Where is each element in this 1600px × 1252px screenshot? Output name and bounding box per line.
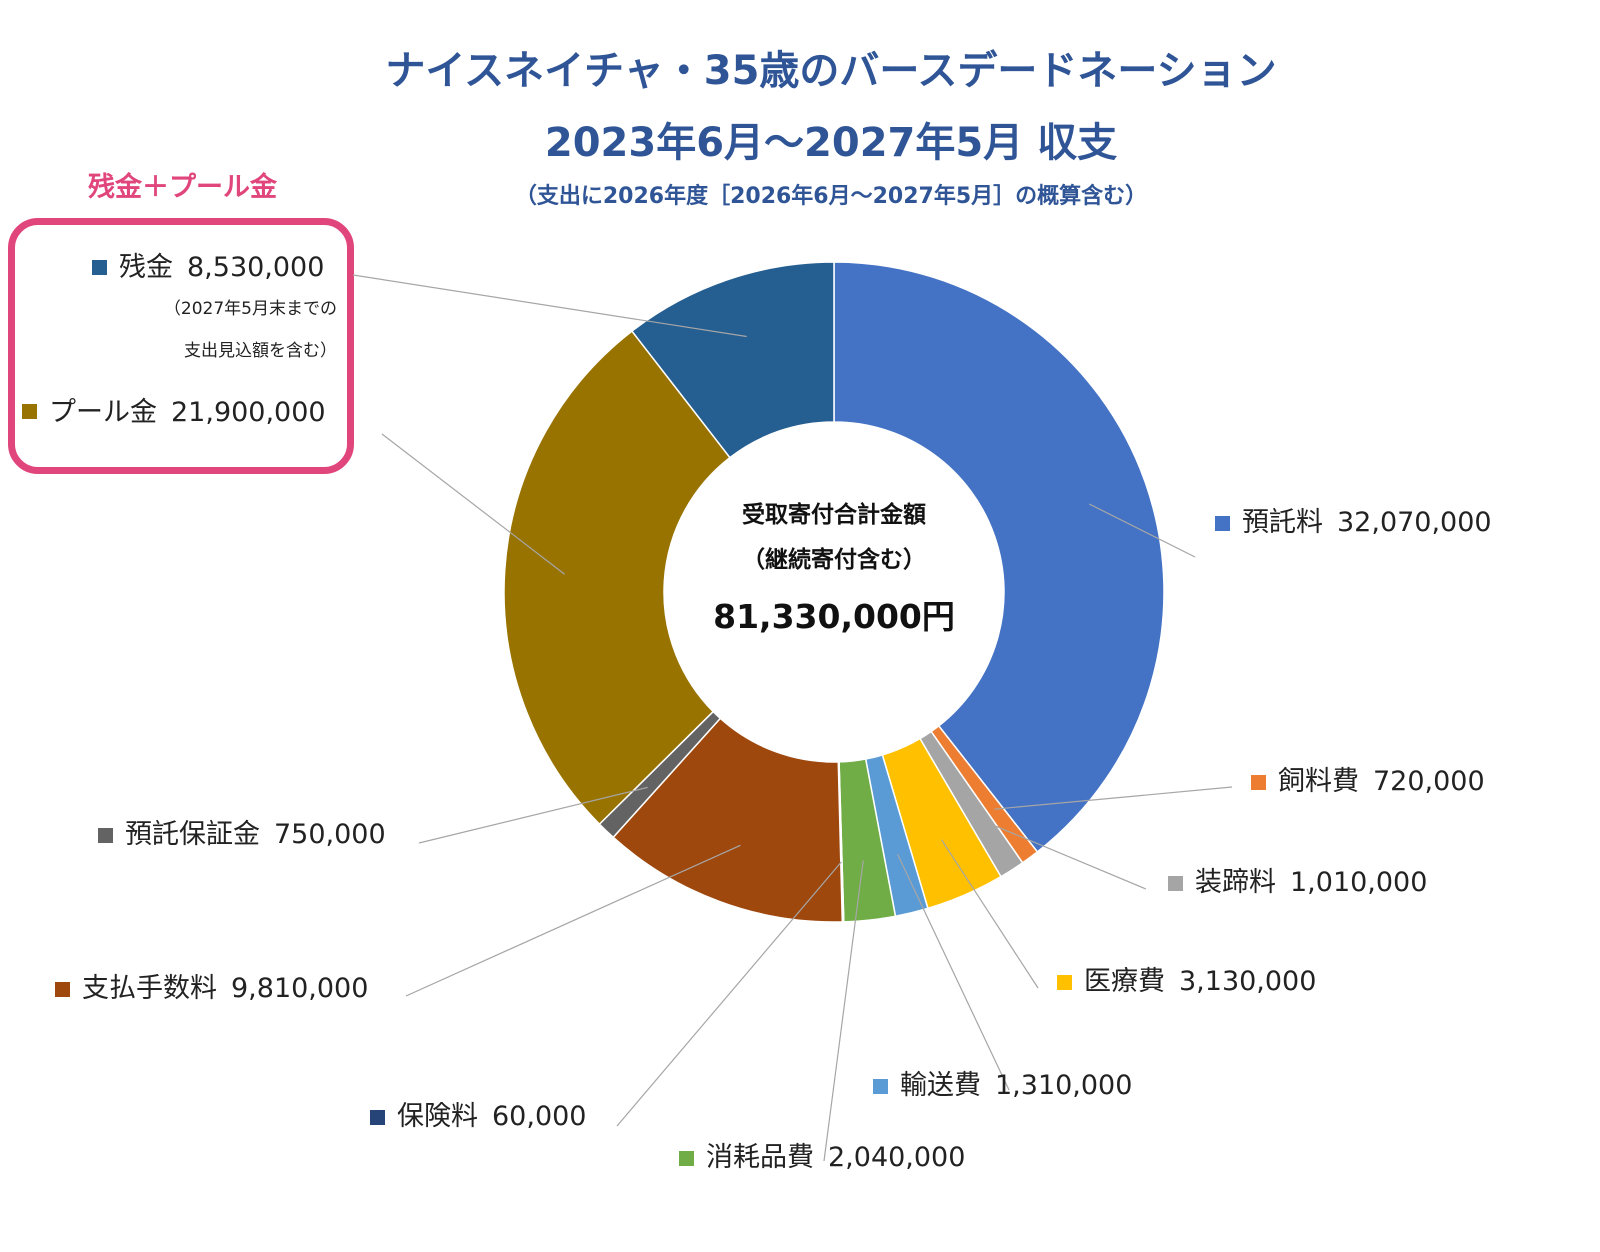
slice-labels: 預託料 32,070,000 飼料費 720,000 装蹄料 1,010,000 医療費 3,… — [22, 252, 1492, 1173]
leader-line-9 — [418, 786, 648, 844]
legend-marker-7 — [370, 1110, 385, 1125]
remaining-note-line2: 支出見込額を含む） — [184, 341, 337, 361]
center-label-line1: 受取寄付合計金額 — [742, 501, 926, 528]
slice-category-8: 支払手数料 — [82, 973, 217, 1004]
legend-marker-2 — [1251, 775, 1266, 790]
legend-marker-5 — [873, 1079, 888, 1094]
leader-line-5 — [897, 854, 1010, 1091]
legend-marker-6 — [679, 1151, 694, 1166]
legend-marker-11 — [92, 260, 107, 275]
legend-marker-1 — [1215, 516, 1230, 531]
slice-value-3: 1,010,000 — [1290, 867, 1427, 898]
slice-category-2: 飼料費 — [1278, 766, 1359, 797]
slice-label-5: 輸送費 1,310,000 — [900, 1070, 1132, 1101]
leader-line-3 — [979, 818, 1147, 890]
slice-label-3: 装蹄料 1,010,000 — [1195, 867, 1427, 898]
donut-slices — [503, 261, 1165, 923]
leader-line-8 — [405, 844, 741, 997]
slice-category-11: 残金 — [119, 252, 173, 283]
remaining-note-line1: （2027年5月末までの — [164, 299, 337, 319]
slice-label-9: 預託保証金 750,000 — [125, 819, 386, 850]
leader-line-7 — [616, 861, 842, 1127]
slice-category-1: 預託料 — [1242, 507, 1323, 538]
slice-8 — [612, 717, 844, 923]
slice-label-7: 保険料 60,000 — [397, 1101, 586, 1132]
slice-11 — [630, 261, 835, 459]
slice-label-6: 消耗品費 2,040,000 — [706, 1142, 965, 1173]
slice-category-9: 預託保証金 — [125, 819, 260, 850]
slice-value-2: 720,000 — [1373, 766, 1485, 797]
leader-line-11 — [352, 274, 747, 338]
legend-marker-9 — [98, 828, 113, 843]
slice-category-7: 保険料 — [397, 1101, 478, 1132]
slice-value-4: 3,130,000 — [1179, 966, 1316, 997]
slice-category-5: 輸送費 — [900, 1070, 981, 1101]
slice-label-2: 飼料費 720,000 — [1278, 766, 1485, 797]
slice-value-5: 1,310,000 — [995, 1070, 1132, 1101]
leader-line-10 — [381, 433, 565, 575]
slice-value-8: 9,810,000 — [231, 973, 368, 1004]
slice-category-6: 消耗品費 — [706, 1142, 814, 1173]
legend-marker-3 — [1168, 876, 1183, 891]
leader-line-1 — [1088, 503, 1196, 558]
slice-value-7: 60,000 — [492, 1101, 586, 1132]
slice-label-11: 残金 8,530,000 — [119, 252, 324, 283]
slice-value-1: 32,070,000 — [1337, 507, 1492, 538]
leader-line-4 — [940, 839, 1039, 989]
slice-label-1: 預託料 32,070,000 — [1242, 507, 1492, 538]
pool-highlight-box — [8, 218, 354, 474]
slice-category-4: 医療費 — [1084, 966, 1165, 997]
slice-value-11: 8,530,000 — [187, 252, 324, 283]
chart-subtitle: （支出に2026年度［2026年6月～2027年5月］の概算含む） — [514, 184, 1148, 209]
pool-heading: 残金＋プール金 — [88, 172, 277, 203]
slice-label-8: 支払手数料 9,810,000 — [82, 973, 368, 1004]
slice-label-4: 医療費 3,130,000 — [1084, 966, 1316, 997]
slice-value-6: 2,040,000 — [828, 1142, 965, 1173]
slice-value-9: 750,000 — [274, 819, 386, 850]
slice-10 — [503, 330, 731, 826]
legend-marker-8 — [55, 982, 70, 997]
legend-marker-4 — [1057, 975, 1072, 990]
chart-title-line1: ナイスネイチャ・35歳のバースデードネーション — [385, 48, 1277, 94]
center-label-line2: （継続寄付含む） — [742, 546, 926, 573]
legend-marker-10 — [22, 404, 37, 419]
center-total: 81,330,000円 — [713, 597, 955, 636]
slice-value-10: 21,900,000 — [171, 397, 326, 428]
slice-category-3: 装蹄料 — [1195, 867, 1276, 898]
leader-lines — [352, 274, 1233, 1162]
slice-label-10: プール金 21,900,000 — [49, 397, 326, 428]
slice-1 — [833, 261, 1165, 853]
slice-category-10: プール金 — [49, 397, 157, 428]
leader-line-6 — [823, 860, 864, 1162]
chart-title-line2: 2023年6月～2027年5月 収支 — [544, 120, 1118, 166]
leader-line-2 — [994, 786, 1233, 810]
